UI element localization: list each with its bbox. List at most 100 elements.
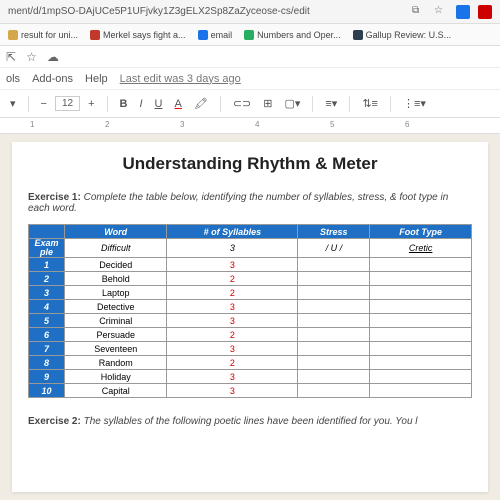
row-number: 5: [29, 314, 65, 328]
row-number: 4: [29, 300, 65, 314]
bookmark-item[interactable]: Numbers and Oper...: [240, 30, 345, 40]
th-stress: Stress: [298, 225, 370, 239]
bold-button[interactable]: B: [116, 96, 132, 112]
row-syll: 3: [167, 300, 298, 314]
separator: [220, 96, 221, 112]
italic-button[interactable]: I: [135, 96, 146, 112]
menu-help[interactable]: Help: [85, 73, 108, 85]
decrease-font[interactable]: −: [37, 96, 51, 112]
table-row: 10 Capital 3: [29, 384, 472, 398]
bookmark-item[interactable]: Gallup Review: U.S...: [349, 30, 456, 40]
exercise-1-text: Complete the table below, identifying th…: [28, 192, 448, 214]
highlight-button[interactable]: 🖍: [190, 95, 212, 112]
table-row: 6 Persuade 2: [29, 328, 472, 342]
separator: [349, 96, 350, 112]
image-button[interactable]: ▢▾: [280, 95, 304, 112]
th-blank: [29, 225, 65, 239]
expand-icon[interactable]: ▾: [6, 95, 20, 112]
pdf-icon[interactable]: [478, 5, 492, 19]
separator: [312, 96, 313, 112]
ruler-tick: 6: [405, 120, 409, 129]
menu-tools[interactable]: ols: [6, 73, 20, 85]
row-foot: [370, 384, 472, 398]
table-row: 1 Decided 3: [29, 258, 472, 272]
text-color-button[interactable]: A: [171, 96, 186, 112]
table-header-row: Word # of Syllables Stress Foot Type: [29, 225, 472, 239]
table-row: 8 Random 2: [29, 356, 472, 370]
bookmark-item[interactable]: result for uni...: [4, 30, 82, 40]
row-syll: 2: [167, 328, 298, 342]
star-icon[interactable]: ☆: [434, 5, 448, 19]
row-word: Behold: [65, 272, 167, 286]
external-icon[interactable]: ⧉: [412, 5, 426, 19]
row-foot: [370, 342, 472, 356]
ruler-tick: 1: [30, 120, 34, 129]
row-word: Seventeen: [65, 342, 167, 356]
row-word: Random: [65, 356, 167, 370]
url-bar: ment/d/1mpSO-DAjUCe5P1UFjvky1Z3gELX2Sp8Z…: [0, 0, 500, 24]
example-stress: / U /: [298, 239, 370, 258]
example-syll: 3: [167, 239, 298, 258]
ruler-tick: 2: [105, 120, 109, 129]
row-foot: [370, 314, 472, 328]
table-row-example: Exam ple Difficult 3 / U / Cretic: [29, 239, 472, 258]
toolbar: ▾ − 12 + B I U A 🖍 ⊂⊃ ⊞ ▢▾ ≡▾ ⇅≡ ⋮≡▾: [0, 90, 500, 118]
url-text: ment/d/1mpSO-DAjUCe5P1UFjvky1Z3gELX2Sp8Z…: [8, 6, 412, 17]
document-page: Understanding Rhythm & Meter Exercise 1:…: [12, 142, 488, 492]
ruler-tick: 5: [330, 120, 334, 129]
row-stress: [298, 342, 370, 356]
app-bar: ⇱ ☆ ☁: [0, 46, 500, 68]
ruler-tick: 4: [255, 120, 259, 129]
star-doc-icon[interactable]: ☆: [26, 50, 37, 64]
table-row: 4 Detective 3: [29, 300, 472, 314]
menu-bar: ols Add-ons Help Last edit was 3 days ag…: [0, 68, 500, 90]
menu-addons[interactable]: Add-ons: [32, 73, 73, 85]
page-title: Understanding Rhythm & Meter: [28, 154, 472, 174]
share-icon[interactable]: ⇱: [6, 50, 16, 64]
increase-font[interactable]: +: [84, 96, 98, 112]
font-size-input[interactable]: 12: [55, 96, 80, 111]
example-word: Difficult: [65, 239, 167, 258]
syllables-table: Word # of Syllables Stress Foot Type Exa…: [28, 224, 472, 398]
underline-button[interactable]: U: [151, 96, 167, 112]
ruler: 1 2 3 4 5 6: [0, 118, 500, 134]
line-spacing-button[interactable]: ⇅≡: [358, 95, 382, 112]
table-row: 9 Holiday 3: [29, 370, 472, 384]
document-area: Understanding Rhythm & Meter Exercise 1:…: [0, 134, 500, 500]
bookmark-item[interactable]: Merkel says fight a...: [86, 30, 190, 40]
table-row: 2 Behold 2: [29, 272, 472, 286]
exercise-1-label: Exercise 1: Complete the table below, id…: [28, 192, 472, 214]
exercise-2-label: Exercise 2: The syllables of the followi…: [28, 416, 472, 427]
exercise-1-prefix: Exercise 1:: [28, 192, 81, 203]
row-number: 8: [29, 356, 65, 370]
row-word: Detective: [65, 300, 167, 314]
row-syll: 3: [167, 314, 298, 328]
row-syll: 2: [167, 286, 298, 300]
link-button[interactable]: ⊂⊃: [229, 95, 255, 112]
row-stress: [298, 384, 370, 398]
row-stress: [298, 258, 370, 272]
separator: [390, 96, 391, 112]
row-word: Laptop: [65, 286, 167, 300]
table-row: 7 Seventeen 3: [29, 342, 472, 356]
list-button[interactable]: ⋮≡▾: [399, 95, 430, 112]
row-syll: 2: [167, 272, 298, 286]
row-word: Criminal: [65, 314, 167, 328]
row-stress: [298, 370, 370, 384]
row-foot: [370, 286, 472, 300]
shield-icon[interactable]: [456, 5, 470, 19]
ruler-tick: 3: [180, 120, 184, 129]
row-syll: 3: [167, 384, 298, 398]
comment-button[interactable]: ⊞: [259, 95, 276, 112]
example-label: Exam ple: [29, 239, 65, 258]
cloud-icon[interactable]: ☁: [47, 50, 59, 64]
last-edit[interactable]: Last edit was 3 days ago: [120, 73, 241, 85]
url-icons: ⧉ ☆: [412, 5, 492, 19]
exercise-2-text: The syllables of the following poetic li…: [81, 416, 418, 427]
align-button[interactable]: ≡▾: [321, 95, 341, 112]
bookmark-item[interactable]: email: [194, 30, 237, 40]
example-foot: Cretic: [370, 239, 472, 258]
row-foot: [370, 258, 472, 272]
table-row: 5 Criminal 3: [29, 314, 472, 328]
th-foot: Foot Type: [370, 225, 472, 239]
